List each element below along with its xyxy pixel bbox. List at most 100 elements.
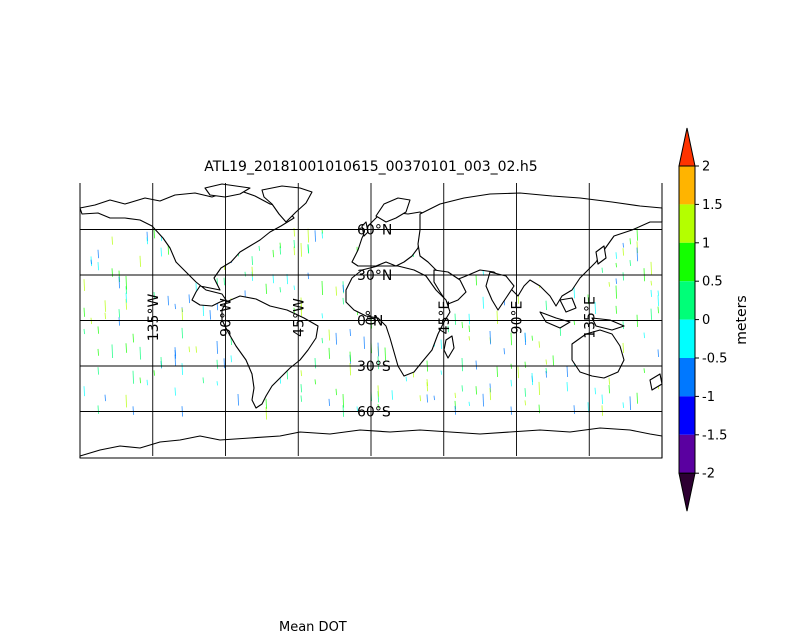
swath-trace [195,346,198,353]
swath-trace [461,385,464,392]
swath-trace [566,365,569,378]
colorbar: 2 1.5 1 0.5 0 -0.5 -1 -1.5 -2 [678,127,727,512]
swath-trace [356,406,359,412]
coastline-new-zealand [649,373,663,391]
swath-trace [636,392,639,404]
swath-trace [293,239,296,249]
swath-trace [125,394,128,408]
colorbar-tick-label: -2 [702,467,715,482]
swath-trace [454,313,457,325]
lat-label: 30°N [357,268,392,284]
lon-label: 135°E [582,296,598,339]
swath-trace [321,280,324,296]
swath-trace [545,359,548,365]
swath-trace [97,367,100,375]
coastline-africa [345,265,451,377]
colorbar-tick-label: 1.5 [702,198,723,213]
swath-trace [650,280,653,286]
swath-trace [615,305,618,314]
swath-trace [524,332,527,346]
swath-trace [132,370,135,384]
swath-trace [524,400,527,406]
swath-trace [643,368,646,374]
swath-trace [300,243,303,257]
swath-trace [118,276,121,289]
colorbar-tick-label: 0 [702,313,710,328]
swath-trace [587,402,590,413]
lon-label: 45°W [291,298,307,337]
swath-trace [475,360,478,370]
swath-trace [342,284,345,293]
swath-trace [111,344,114,359]
colorbar-segment [679,434,695,474]
swath-trace [573,287,576,299]
swath-trace [125,343,128,353]
swath-trace [132,333,135,343]
swath-trace [265,398,268,409]
colorbar-segment [679,204,695,243]
swath-trace [622,321,625,329]
swath-trace [433,395,436,401]
swath-trace [132,406,135,415]
swath-trace [139,346,142,360]
swath-trace [97,249,100,259]
swath-trace [468,313,471,325]
swath-trace [650,261,653,276]
colorbar-tick-label: 0.5 [702,275,723,290]
lon-label: 90°E [510,301,526,335]
swath-trace [97,262,100,271]
colorbar-tick-label: -0.5 [702,352,727,367]
coastline-greenland [261,185,313,223]
swath-trace [216,359,219,369]
swath-trace [90,259,93,265]
swath-trace [636,247,639,262]
swath-trace [601,394,604,405]
swath-trace [608,281,611,287]
swath-trace [496,366,499,377]
swath-trace [272,249,275,258]
swath-trace [510,406,513,415]
swath-trace [153,291,156,299]
colorbar-tick-label: -1.5 [702,428,727,443]
swath-trace [622,402,625,408]
coastline-borneo [559,297,577,313]
swath-trace [615,252,618,259]
swath-trace [328,329,331,341]
caption: Mean DOT [279,620,347,635]
swath-trace [181,327,184,339]
colorbar-label: meters [734,295,750,344]
swath-trace [657,306,660,314]
colorbar-segment [679,396,695,435]
swath-trace [300,395,303,402]
swath-trace [209,310,212,320]
swath-trace [174,387,177,396]
swath-trace [314,230,317,242]
swath-trace [244,271,247,277]
swath-trace [83,328,86,335]
colorbar-tick-label: -1 [702,390,715,405]
map-title: ATL19_20181001010615_00370101_003_02.h5 [204,159,537,175]
swath-trace [384,347,387,361]
swath-trace [188,346,191,353]
swath-trace [608,384,611,394]
swath-trace [461,321,464,329]
lon-label: 0° [364,310,380,326]
colorbar-segment [679,166,695,205]
swath-trace [454,392,457,399]
swath-trace [629,238,632,245]
swath-trace [125,292,128,303]
swath-trace [594,301,597,314]
swath-trace [531,335,534,341]
swath-trace [111,236,114,245]
swath-trace [202,377,205,384]
colorbar-segment [679,358,695,397]
swath-trace [503,348,506,355]
coastline-uk [361,221,369,237]
swath-trace [524,361,527,368]
swath-trace [300,297,303,311]
swath-trace [363,336,366,349]
swath-trace [468,336,471,341]
swath-trace [279,246,282,255]
swath-trace [272,274,275,284]
coastline-japan [595,245,607,265]
